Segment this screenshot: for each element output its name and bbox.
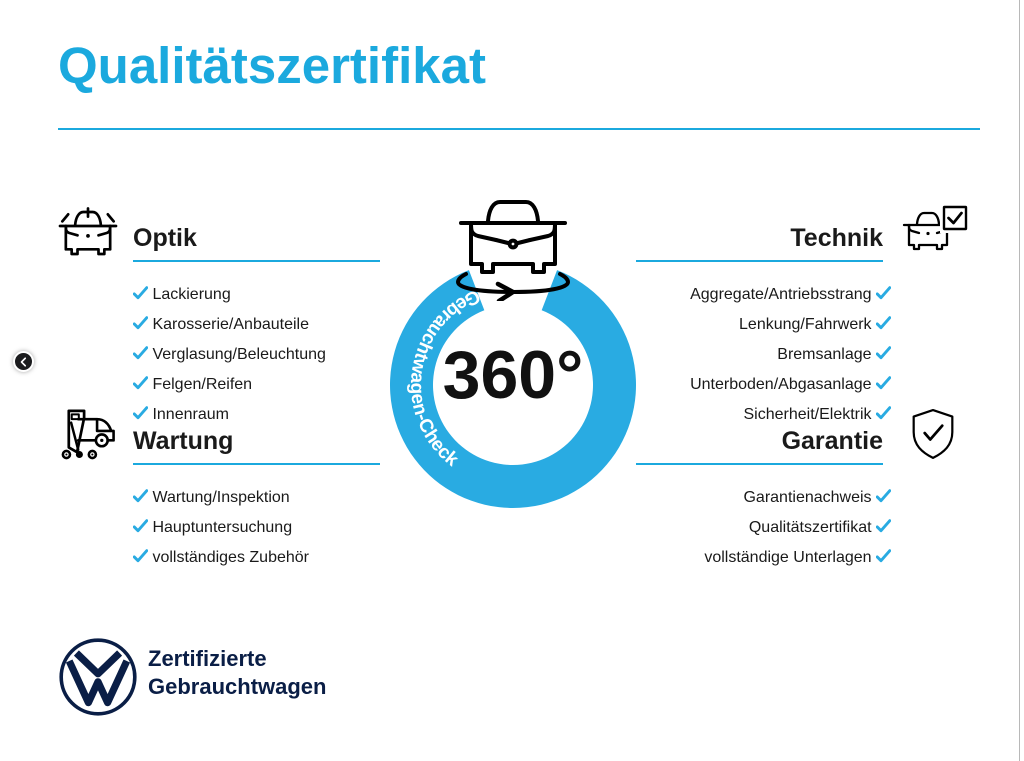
svg-text:360°: 360° (443, 337, 584, 413)
